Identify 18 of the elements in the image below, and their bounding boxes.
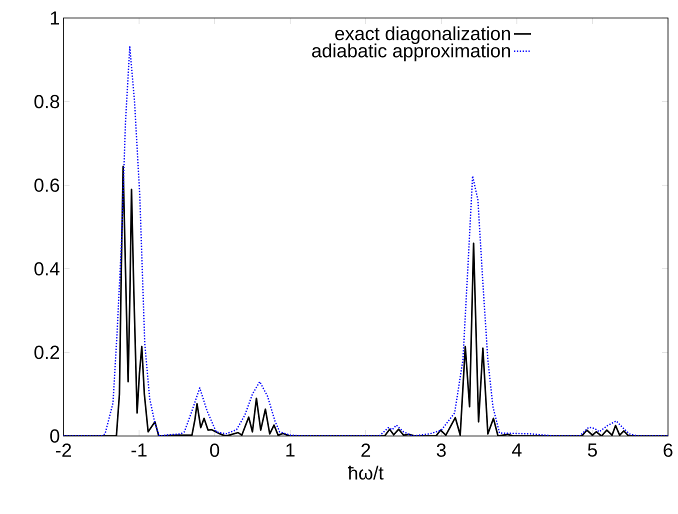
x-tick-label: 4	[512, 444, 522, 457]
x-tick-label: 0	[210, 444, 220, 457]
y-tick-label: 0.8	[34, 94, 60, 108]
x-tick-label: 3	[436, 444, 446, 457]
x-tick-label: 1	[286, 444, 295, 457]
x-tick-label: 2	[361, 444, 370, 457]
x-tick-label: -1	[132, 444, 147, 457]
y-tick-label: 0	[50, 429, 60, 443]
y-tick-label: 0.6	[34, 178, 60, 192]
legend-label: exact diagonalization	[335, 26, 510, 44]
y-tick-label: 0.4	[34, 262, 60, 276]
x-tick-label: 6	[664, 444, 672, 457]
y-tick-label: 1	[50, 11, 60, 24]
x-tick-label: 5	[588, 444, 597, 457]
y-tick-label: 0.2	[34, 346, 60, 360]
x-tick-label: -2	[56, 444, 71, 457]
x-axis-title: ħω/t	[348, 466, 384, 480]
legend-label: adiabatic approximation	[312, 44, 510, 62]
